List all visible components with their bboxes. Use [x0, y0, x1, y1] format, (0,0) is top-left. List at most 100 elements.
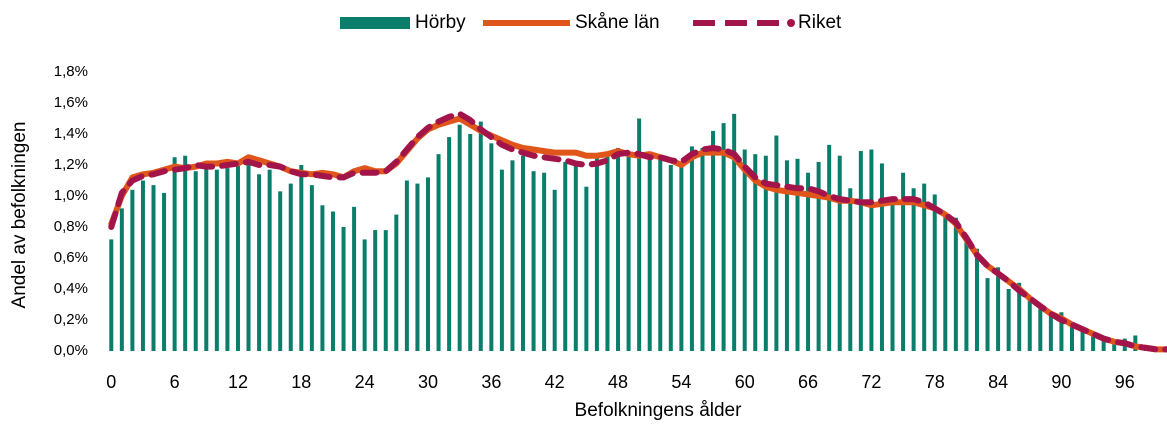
bar [162, 192, 167, 351]
bar [457, 124, 462, 351]
y-tick-label: 1,2% [54, 156, 88, 173]
bar [362, 239, 367, 351]
line-dashed [108, 110, 1167, 353]
bar [499, 169, 504, 351]
bar [1059, 312, 1064, 351]
bar [816, 161, 821, 351]
bar [130, 189, 135, 351]
bar [257, 174, 262, 351]
bar [288, 183, 293, 351]
x-tick-label: 78 [925, 372, 945, 392]
bar [235, 165, 240, 351]
bar [1091, 333, 1096, 351]
bar [352, 206, 357, 351]
x-tick-label: 66 [798, 372, 818, 392]
bar [953, 217, 958, 351]
bar [225, 168, 230, 351]
bar [542, 172, 547, 351]
x-tick-label: 6 [170, 372, 180, 392]
bar [848, 188, 853, 351]
bar [594, 154, 599, 351]
bar [341, 227, 346, 351]
bar [1048, 313, 1053, 351]
bar [668, 165, 673, 351]
bar [447, 137, 452, 351]
bar [478, 121, 483, 351]
legend-label: Hörby [415, 12, 466, 33]
bar [974, 248, 979, 351]
bar [468, 134, 473, 351]
bar [151, 185, 156, 351]
bar [890, 200, 895, 351]
bar [204, 165, 209, 351]
bar [404, 180, 409, 351]
bar [626, 154, 631, 351]
bar [415, 183, 420, 351]
x-tick-label: 24 [355, 372, 375, 392]
bar [711, 130, 716, 351]
bar [373, 230, 378, 351]
bar [246, 160, 251, 351]
x-tick-label: 48 [608, 372, 628, 392]
y-tick-label: 1,6% [54, 94, 88, 111]
bar [267, 169, 272, 351]
bar [278, 191, 283, 351]
bar [1112, 340, 1117, 351]
bar [763, 155, 768, 351]
bar [795, 158, 800, 351]
bar [140, 180, 145, 351]
bar [1133, 335, 1138, 351]
legend-swatch [340, 17, 410, 29]
bar [858, 151, 863, 351]
bar [119, 208, 124, 351]
y-tick-label: 0,6% [54, 249, 88, 266]
bar [753, 154, 758, 351]
x-tick-label: 90 [1051, 372, 1071, 392]
bar [109, 239, 114, 351]
bar [425, 177, 430, 351]
bar [869, 149, 874, 351]
bar [911, 188, 916, 351]
bar [784, 160, 789, 351]
bar [901, 172, 906, 351]
legend-label: Skåne län [575, 12, 660, 33]
bar [721, 123, 726, 352]
bar [922, 183, 927, 351]
bar [183, 155, 188, 351]
y-tick-label: 0,2% [54, 311, 88, 328]
x-tick-label: 96 [1115, 372, 1135, 392]
bar [510, 160, 515, 351]
bar [647, 155, 652, 351]
bar [837, 155, 842, 351]
x-tick-label: 54 [671, 372, 691, 392]
bar [193, 171, 198, 351]
bar [1017, 282, 1022, 351]
bar [309, 185, 314, 351]
bar [658, 158, 663, 351]
legend-marker [787, 19, 795, 27]
bar [605, 152, 610, 351]
bar [1080, 329, 1085, 351]
x-tick-label: 30 [418, 372, 438, 392]
x-axis-title: Befolkningens ålder [575, 400, 743, 421]
bar [985, 278, 990, 351]
bar [943, 214, 948, 351]
bar [732, 113, 737, 351]
bar [964, 236, 969, 351]
bar [521, 155, 526, 351]
bar [436, 154, 441, 351]
x-tick-label: 42 [545, 372, 565, 392]
bar [774, 135, 779, 351]
bar [383, 230, 388, 351]
bar [584, 186, 589, 351]
bar [320, 205, 325, 351]
bar [827, 144, 832, 351]
y-tick-label: 0,0% [54, 342, 88, 359]
x-tick-label: 0 [106, 372, 116, 392]
y-tick-label: 1,4% [54, 125, 88, 142]
x-tick-label: 36 [481, 372, 501, 392]
x-tick-label: 12 [228, 372, 248, 392]
bar [299, 165, 304, 351]
x-tick-label: 84 [988, 372, 1008, 392]
